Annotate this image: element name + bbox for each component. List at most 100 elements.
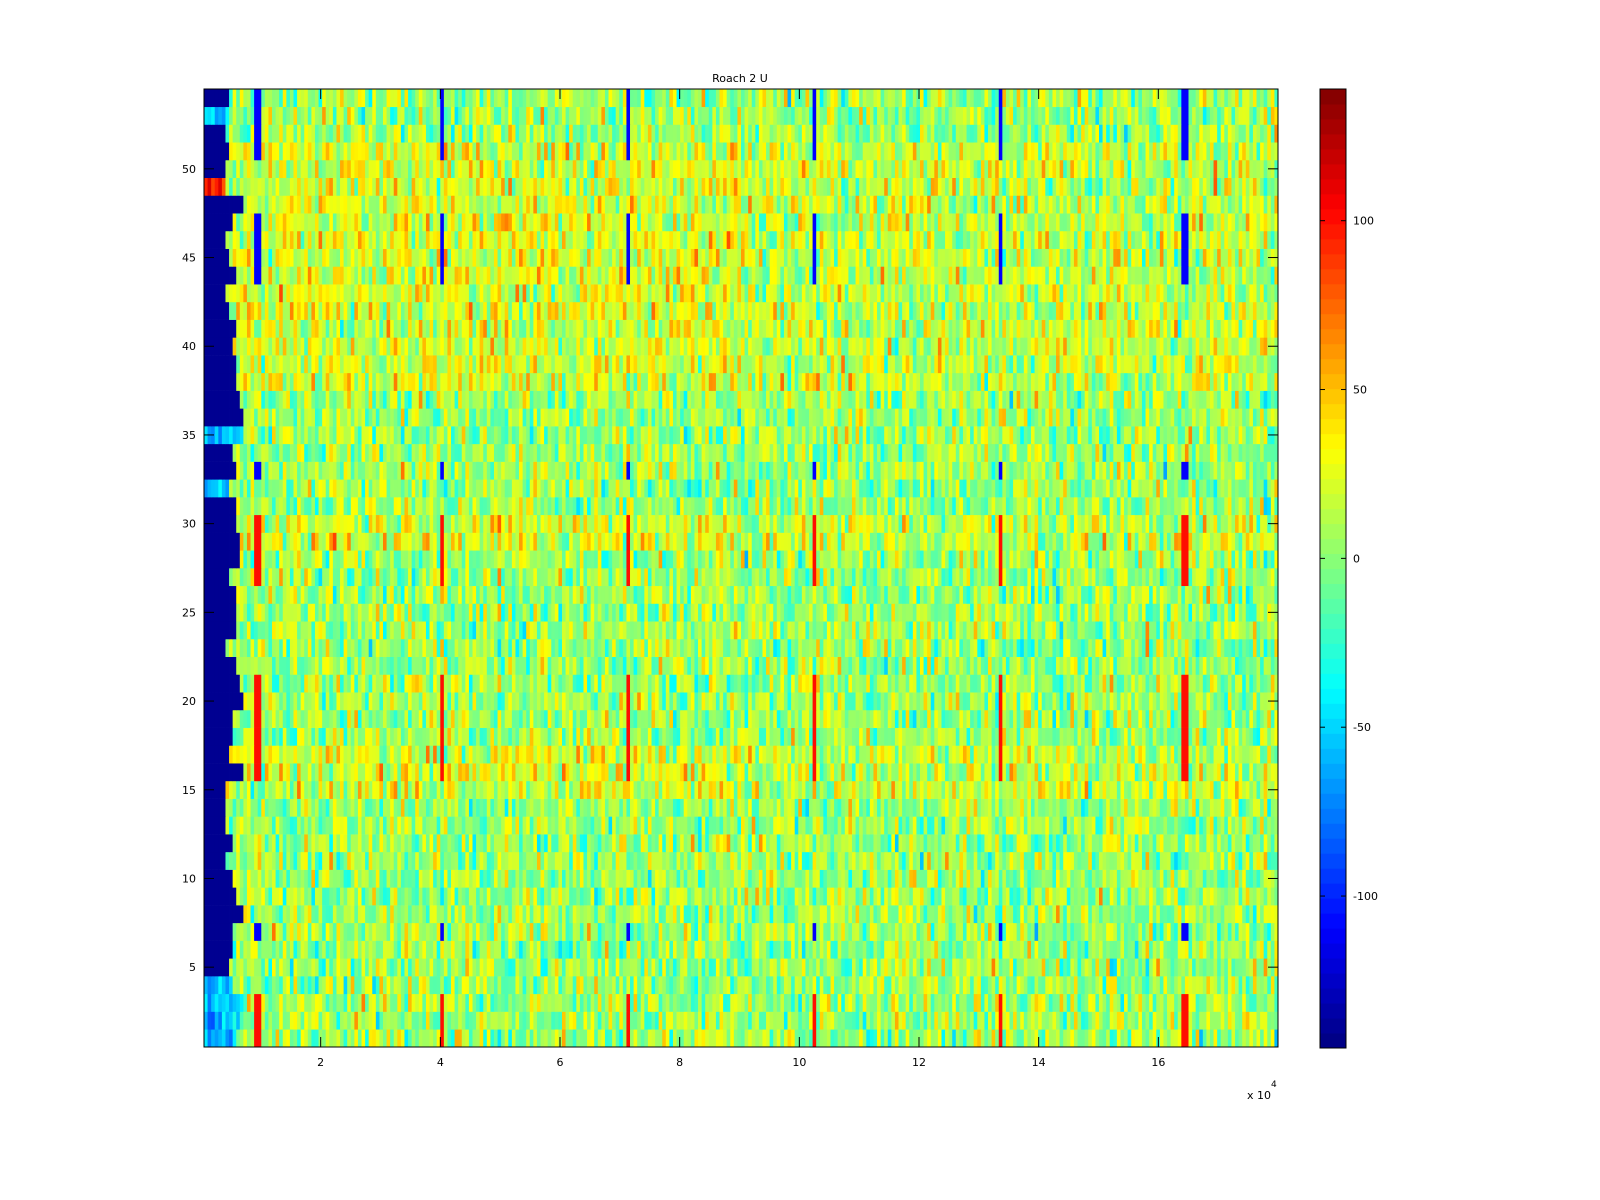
heatmap-cell <box>1270 816 1275 835</box>
heatmap-cell <box>429 869 434 888</box>
heatmap-cell <box>773 993 778 1012</box>
heatmap-cell <box>279 834 284 853</box>
heatmap-cell <box>737 745 742 764</box>
heatmap-cell <box>984 780 989 799</box>
heatmap-cell <box>1127 958 1132 977</box>
heatmap-cell <box>408 905 413 924</box>
heatmap-cell <box>529 780 534 799</box>
heatmap-cell <box>769 993 774 1012</box>
heatmap-cell <box>1070 887 1075 906</box>
heatmap-cell <box>332 922 337 941</box>
heatmap-cell <box>690 993 695 1012</box>
heatmap-cell <box>332 763 337 782</box>
heatmap-cell <box>1088 958 1093 977</box>
heatmap-cell <box>880 887 885 906</box>
heatmap-cell <box>365 958 370 977</box>
heatmap-cell <box>966 905 971 924</box>
heatmap-cell <box>647 958 652 977</box>
heatmap-cell <box>694 922 699 941</box>
heatmap-cell <box>1034 958 1039 977</box>
heatmap-cell <box>737 763 742 782</box>
heatmap-cell <box>672 976 677 995</box>
heatmap-cell <box>1199 993 1204 1012</box>
heatmap-cell <box>1163 922 1168 941</box>
heatmap-cell <box>1073 763 1078 782</box>
heatmap-cell <box>837 763 842 782</box>
heatmap-cell <box>297 958 302 977</box>
heatmap-cell <box>347 887 352 906</box>
heatmap-cell <box>905 976 910 995</box>
heatmap-cell <box>991 922 996 941</box>
heatmap-cell <box>558 745 563 764</box>
heatmap-cell <box>948 816 953 835</box>
heatmap-cell <box>1220 905 1225 924</box>
heatmap-cell <box>218 905 223 924</box>
heatmap-cell <box>404 851 409 870</box>
heatmap-cell <box>859 1011 864 1030</box>
heatmap-cell <box>350 851 355 870</box>
heatmap-cell <box>988 993 992 1012</box>
heatmap-cell <box>354 922 359 941</box>
heatmap-cell <box>551 816 556 835</box>
heatmap-cell <box>1206 798 1211 817</box>
heatmap-cell <box>941 940 946 959</box>
heatmap-cell <box>848 905 853 924</box>
heatmap-cell <box>733 922 738 941</box>
heatmap-cell <box>705 993 710 1012</box>
heatmap-cell <box>1252 1029 1257 1048</box>
heatmap-cell <box>644 869 649 888</box>
heatmap-cells <box>204 89 1279 1048</box>
heatmap-cell <box>776 780 781 799</box>
heatmap-cell <box>1188 1029 1193 1048</box>
heatmap-cell <box>680 763 685 782</box>
heatmap-cell <box>1213 798 1218 817</box>
heatmap-cell <box>529 993 534 1012</box>
heatmap-cell <box>1073 834 1078 853</box>
heatmap-cell <box>497 851 502 870</box>
heatmap-cell <box>1009 798 1014 817</box>
heatmap-cell <box>698 1011 703 1030</box>
heatmap-cell <box>998 851 1003 870</box>
heatmap-cell <box>805 869 810 888</box>
heatmap-cell <box>343 940 348 959</box>
heatmap-cell <box>894 816 899 835</box>
heatmap-cell <box>544 816 549 835</box>
heatmap-cell <box>1005 851 1010 870</box>
heatmap-cell <box>325 1011 330 1030</box>
heatmap-cell <box>1095 851 1100 870</box>
heatmap-cell <box>1138 940 1143 959</box>
heatmap-cell <box>1192 798 1197 817</box>
heatmap-cell <box>687 922 692 941</box>
heatmap-cell <box>715 780 720 799</box>
heatmap-cell <box>637 958 642 977</box>
heatmap-cell <box>633 834 638 853</box>
heatmap-cell <box>483 1029 488 1048</box>
heatmap-cell <box>483 869 488 888</box>
heatmap-cell <box>1016 869 1021 888</box>
heatmap-cell <box>325 940 330 959</box>
heatmap-cell <box>486 905 491 924</box>
heatmap-cell <box>519 976 524 995</box>
heatmap-cell <box>633 958 638 977</box>
heatmap-cell <box>841 816 846 835</box>
heatmap-cell <box>214 745 219 764</box>
heatmap-cell <box>1238 869 1243 888</box>
heatmap-cell <box>887 940 892 959</box>
heatmap-cell <box>562 1029 566 1048</box>
heatmap-cell <box>511 1011 516 1030</box>
heatmap-cell <box>662 887 667 906</box>
heatmap-cell <box>264 905 269 924</box>
heatmap-cell <box>1227 905 1232 924</box>
heatmap-cell <box>497 976 502 995</box>
heatmap-cell <box>1106 851 1111 870</box>
heatmap-cell <box>869 922 874 941</box>
heatmap-cell <box>805 993 810 1012</box>
heatmap-cell <box>1145 887 1150 906</box>
heatmap-cell <box>257 834 262 853</box>
heatmap-cell <box>1020 1029 1025 1048</box>
heatmap-cell <box>809 1029 813 1048</box>
heatmap-cell <box>791 798 796 817</box>
heatmap-cell <box>830 1029 835 1048</box>
heatmap-cell <box>923 834 928 853</box>
heatmap-cell <box>923 940 928 959</box>
